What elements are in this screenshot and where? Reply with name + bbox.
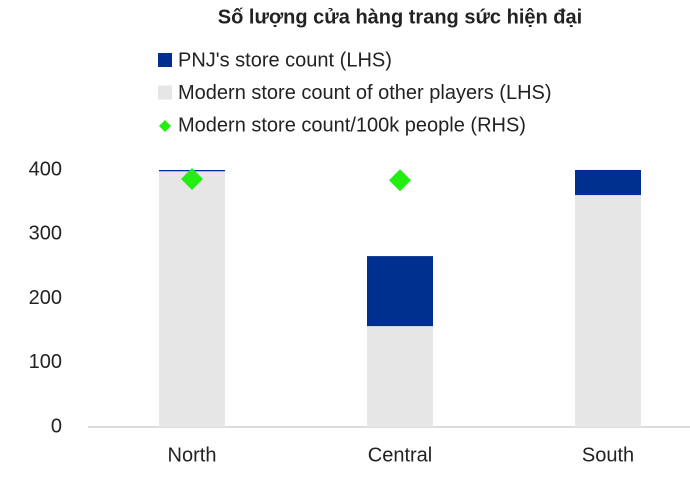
legend-marker [158, 53, 172, 67]
chart-title: Số lượng cửa hàng trang sức hiện đại [218, 6, 582, 28]
legend-label: PNJ's store count (LHS) [178, 49, 392, 71]
legend-marker [159, 120, 171, 132]
x-tick-label: North [168, 444, 217, 466]
y-tick-label: 0 [51, 415, 62, 437]
bar-segment [367, 256, 433, 327]
bar-segment [575, 195, 641, 427]
legend-label: Modern store count/100k people (RHS) [178, 114, 526, 136]
y-tick-label: 200 [29, 287, 62, 309]
legend-label: Modern store count of other players (LHS… [178, 82, 552, 104]
bar-segment [367, 326, 433, 427]
marker [181, 167, 203, 190]
x-tick-label: Central [368, 444, 432, 466]
x-tick-label: South [582, 444, 634, 466]
bar-segment [575, 170, 641, 196]
legend-marker [158, 85, 172, 100]
bar-segment [159, 171, 225, 427]
y-tick-label: 300 [29, 223, 62, 245]
y-tick-label: 100 [29, 351, 62, 373]
y-tick-label: 400 [29, 158, 62, 180]
marker [389, 169, 411, 192]
